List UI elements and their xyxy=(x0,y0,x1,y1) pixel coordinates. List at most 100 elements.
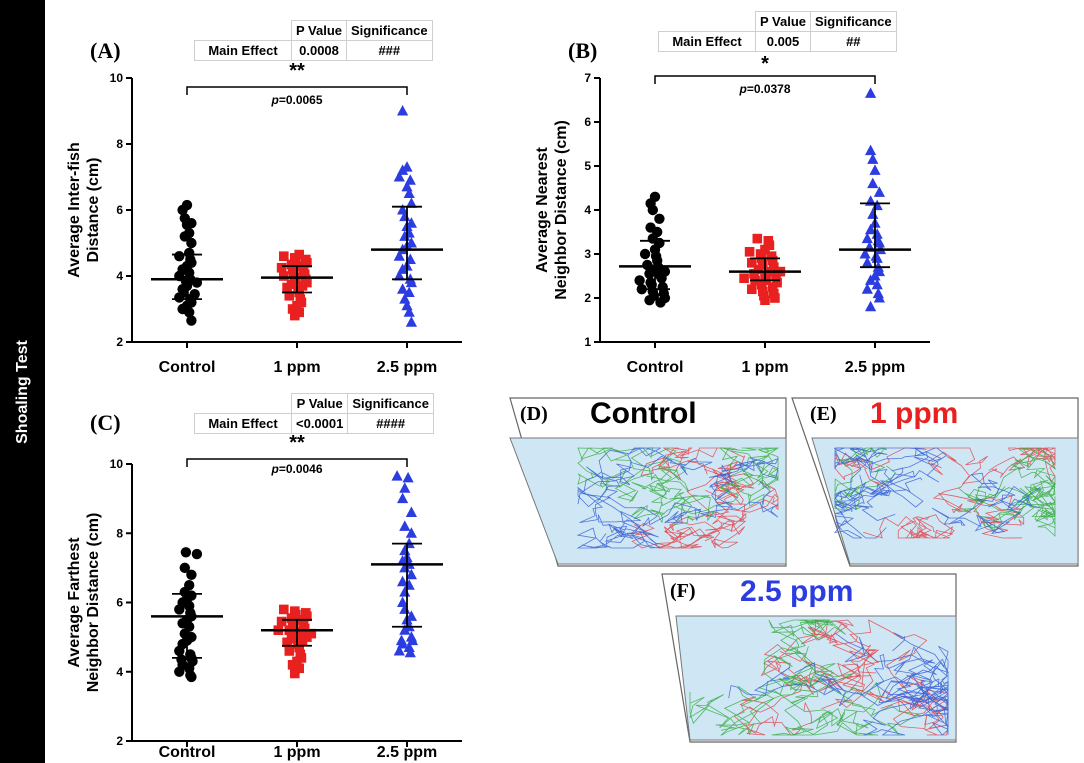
data-point-control xyxy=(184,247,195,259)
data-point-2-5-ppm xyxy=(393,270,405,281)
data-point-1-ppm xyxy=(739,273,749,283)
data-point-control xyxy=(186,569,197,580)
track-panel-d-title: Control xyxy=(590,397,697,430)
panel-a-letter: (A) xyxy=(90,38,121,63)
data-point-2-5-ppm xyxy=(861,232,873,244)
trajectory-path xyxy=(800,619,928,717)
data-point-1-ppm xyxy=(769,262,779,272)
data-point-1-ppm xyxy=(301,254,311,265)
data-point-control xyxy=(186,315,197,326)
track-panel-f-letter: (F) xyxy=(670,580,696,602)
data-point-2-5-ppm xyxy=(401,299,413,311)
y-tick-label: 8 xyxy=(116,526,123,540)
data-point-1-ppm xyxy=(295,294,306,304)
data-point-control xyxy=(176,654,187,665)
stats-table-col-significance: Significance xyxy=(346,20,433,41)
data-point-1-ppm xyxy=(279,604,289,615)
chart-b: 1 2 3 4 5 6 7 Average Nearest Neighbor Distance … xyxy=(534,53,930,376)
data-point-control xyxy=(657,281,668,293)
track-panel-f-title: 2.5 ppm xyxy=(740,575,854,608)
data-point-1-ppm xyxy=(769,288,779,299)
data-point-1-ppm xyxy=(276,616,287,627)
y-tick-label: 8 xyxy=(116,137,123,151)
x-tick-label: 1 ppm xyxy=(273,359,320,376)
data-point-1-ppm xyxy=(294,663,304,674)
data-point-2-5-ppm xyxy=(401,180,413,192)
x-tick-label: Control xyxy=(159,744,216,761)
data-point-1-ppm xyxy=(758,286,768,297)
trajectory-path xyxy=(733,618,855,736)
data-point-2-5-ppm xyxy=(397,596,409,607)
stats-table-row-label: Main Effect xyxy=(194,413,292,434)
trajectory-path xyxy=(794,632,949,736)
data-point-control xyxy=(645,222,656,233)
data-point-1-ppm xyxy=(294,307,304,318)
stats-table-row-label: Main Effect xyxy=(658,31,756,52)
data-point-2-5-ppm xyxy=(873,186,885,197)
track-panel-e-letter: (E) xyxy=(810,403,837,425)
stats-table-blank xyxy=(194,20,292,41)
trajectory-path xyxy=(884,632,949,712)
y-tick-label: 3 xyxy=(584,247,591,261)
data-point-1-ppm xyxy=(298,620,309,630)
data-point-2-5-ppm xyxy=(405,631,417,642)
data-point-1-ppm xyxy=(290,606,300,616)
x-tick-label: Control xyxy=(159,359,216,376)
data-point-1-ppm xyxy=(744,247,755,257)
trajectory-path xyxy=(757,619,836,695)
trajectory-path xyxy=(718,447,780,507)
y-tick-label: 2 xyxy=(584,291,591,305)
data-point-2-5-ppm xyxy=(865,300,877,312)
x-tick-label: 1 ppm xyxy=(741,359,788,376)
data-point-1-ppm xyxy=(284,646,295,656)
data-point-control xyxy=(654,213,665,224)
data-point-control xyxy=(181,199,193,211)
stats-table-significance: #### xyxy=(347,413,434,434)
data-point-2-5-ppm xyxy=(393,644,405,656)
stats-table-pvalue: 0.0008 xyxy=(290,40,348,61)
data-point-1-ppm xyxy=(301,608,311,618)
stats-table-pvalue: <0.0001 xyxy=(290,413,349,434)
data-point-2-5-ppm xyxy=(405,237,417,248)
sidebar-bar: Shoaling Test xyxy=(0,0,45,763)
stats-table-col-significance: Significance xyxy=(810,11,897,32)
trajectory-path xyxy=(967,447,1056,533)
panel-b-letter: (B) xyxy=(568,38,598,63)
p-value-label: p=0.0378 xyxy=(738,82,790,96)
data-point-1-ppm xyxy=(772,277,782,288)
data-point-1-ppm xyxy=(279,271,289,281)
stats-table-col-significance: Significance xyxy=(347,393,434,414)
data-point-control xyxy=(645,277,656,288)
y-tick-label: 2 xyxy=(116,335,123,349)
data-point-1-ppm xyxy=(306,628,317,639)
x-tick-label: 2.5 ppm xyxy=(377,744,437,761)
data-point-2-5-ppm xyxy=(867,177,879,189)
track-panel-1ppm xyxy=(791,397,1079,567)
data-point-1-ppm xyxy=(290,668,300,679)
data-point-2-5-ppm xyxy=(867,153,879,164)
data-point-control xyxy=(189,288,200,300)
y-tick-label: 4 xyxy=(116,665,123,679)
data-point-1-ppm xyxy=(298,266,309,276)
data-point-2-5-ppm xyxy=(397,283,409,294)
stats-table-significance: ## xyxy=(810,31,897,52)
x-tick-label: 2.5 ppm xyxy=(845,359,905,376)
chart-a: 2 4 6 8 10 Average Inter-fish Distance (cm) Con… xyxy=(66,60,462,376)
stats-table-col-pvalue: P Value xyxy=(290,20,348,41)
data-point-2-5-ppm xyxy=(397,492,409,504)
y-tick-label: 6 xyxy=(584,115,591,129)
data-point-2-5-ppm xyxy=(403,306,415,317)
x-tick-label: 1 ppm xyxy=(273,744,320,761)
y-tick-label: 2 xyxy=(116,734,123,748)
significance-stars: * xyxy=(761,53,769,75)
data-point-1-ppm xyxy=(752,233,763,244)
data-point-1-ppm xyxy=(276,262,287,273)
data-point-2-5-ppm xyxy=(397,105,409,116)
data-point-2-5-ppm xyxy=(865,144,877,156)
data-point-2-5-ppm xyxy=(405,568,417,580)
trajectory-path xyxy=(954,487,1056,537)
trajectory-path xyxy=(631,458,716,526)
stats-table-col-pvalue: P Value xyxy=(754,11,812,32)
data-point-1-ppm xyxy=(301,274,311,285)
data-point-2-5-ppm xyxy=(399,520,411,531)
